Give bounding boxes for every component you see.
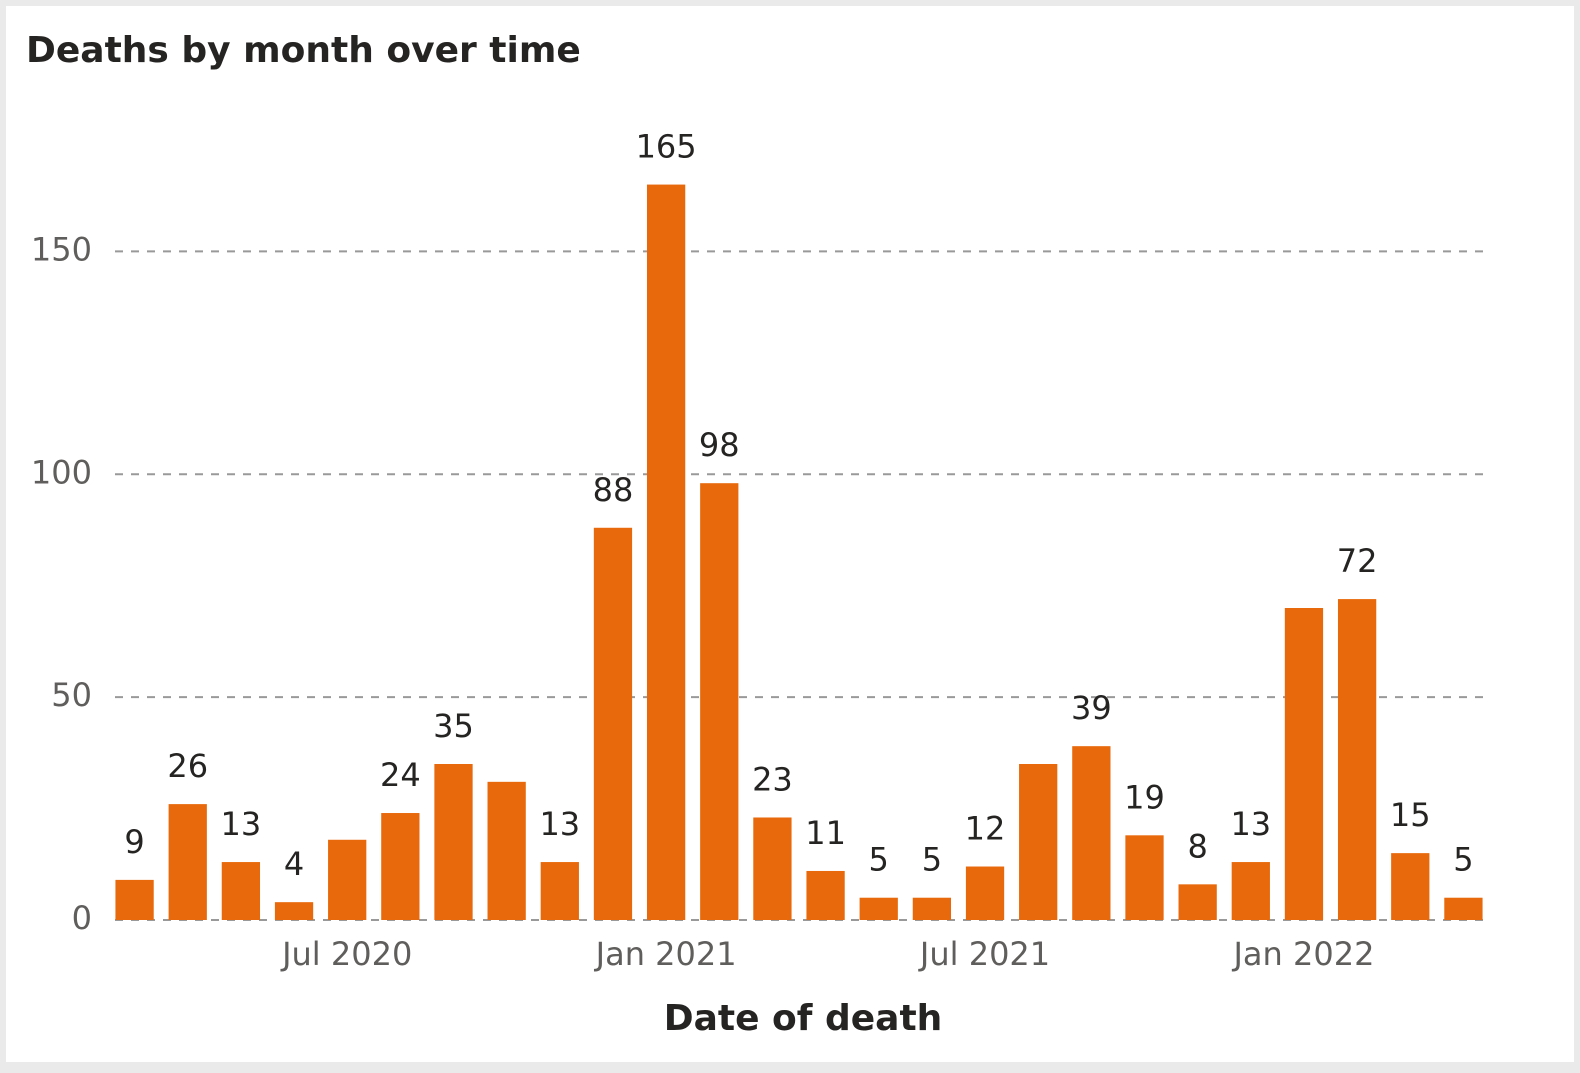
data-label: 39 <box>1071 689 1112 727</box>
data-label: 5 <box>1453 841 1473 879</box>
bar <box>1444 897 1483 920</box>
data-label: 19 <box>1124 778 1165 816</box>
y-tick-label: 100 <box>31 453 92 491</box>
x-tick-label: Jul 2021 <box>918 935 1050 973</box>
y-tick-label: 150 <box>31 230 92 268</box>
bar <box>1231 862 1270 920</box>
data-label: 13 <box>1230 805 1271 843</box>
data-label: 15 <box>1390 796 1431 834</box>
x-tick-label: Jan 2021 <box>594 935 737 973</box>
data-label: 13 <box>539 805 580 843</box>
bar <box>806 870 845 920</box>
bar <box>912 897 952 920</box>
data-label: 11 <box>805 814 846 852</box>
bar <box>965 866 1005 920</box>
data-label: 5 <box>869 841 889 879</box>
data-label: 24 <box>380 756 421 794</box>
bar <box>221 862 261 920</box>
data-label: 165 <box>636 128 697 166</box>
data-label: 72 <box>1337 542 1378 580</box>
data-label: 23 <box>752 760 793 798</box>
bar <box>1072 746 1111 920</box>
bar <box>700 483 739 920</box>
bar <box>168 804 207 920</box>
x-tick-label: Jan 2022 <box>1231 935 1374 973</box>
bar <box>274 902 314 920</box>
bar <box>753 817 792 920</box>
data-label: 98 <box>699 426 740 464</box>
data-label: 9 <box>124 823 144 861</box>
bar <box>593 527 633 920</box>
bar <box>540 862 579 920</box>
data-label: 35 <box>433 707 474 745</box>
bar <box>1125 835 1164 920</box>
bar <box>1178 884 1217 920</box>
x-axis-title: Date of death <box>664 998 943 1039</box>
y-tick-label: 50 <box>51 676 92 714</box>
bar <box>434 764 473 920</box>
data-label: 5 <box>922 841 942 879</box>
data-label: 4 <box>284 845 304 883</box>
bar <box>1019 764 1058 920</box>
x-tick-label: Jul 2020 <box>280 935 412 973</box>
bar <box>1337 599 1377 920</box>
bar <box>1284 608 1324 920</box>
bar <box>381 813 420 920</box>
bar <box>115 879 154 920</box>
bar <box>328 839 367 920</box>
data-label: 88 <box>593 471 634 509</box>
bar <box>1391 853 1430 920</box>
data-label: 26 <box>167 747 208 785</box>
data-label: 8 <box>1187 827 1207 865</box>
data-label: 12 <box>965 810 1006 848</box>
bar <box>859 897 898 920</box>
bar <box>487 781 526 920</box>
bar <box>646 184 686 921</box>
data-label: 13 <box>221 805 262 843</box>
y-tick-label: 0 <box>72 899 92 937</box>
chart-title: Deaths by month over time <box>26 30 581 71</box>
